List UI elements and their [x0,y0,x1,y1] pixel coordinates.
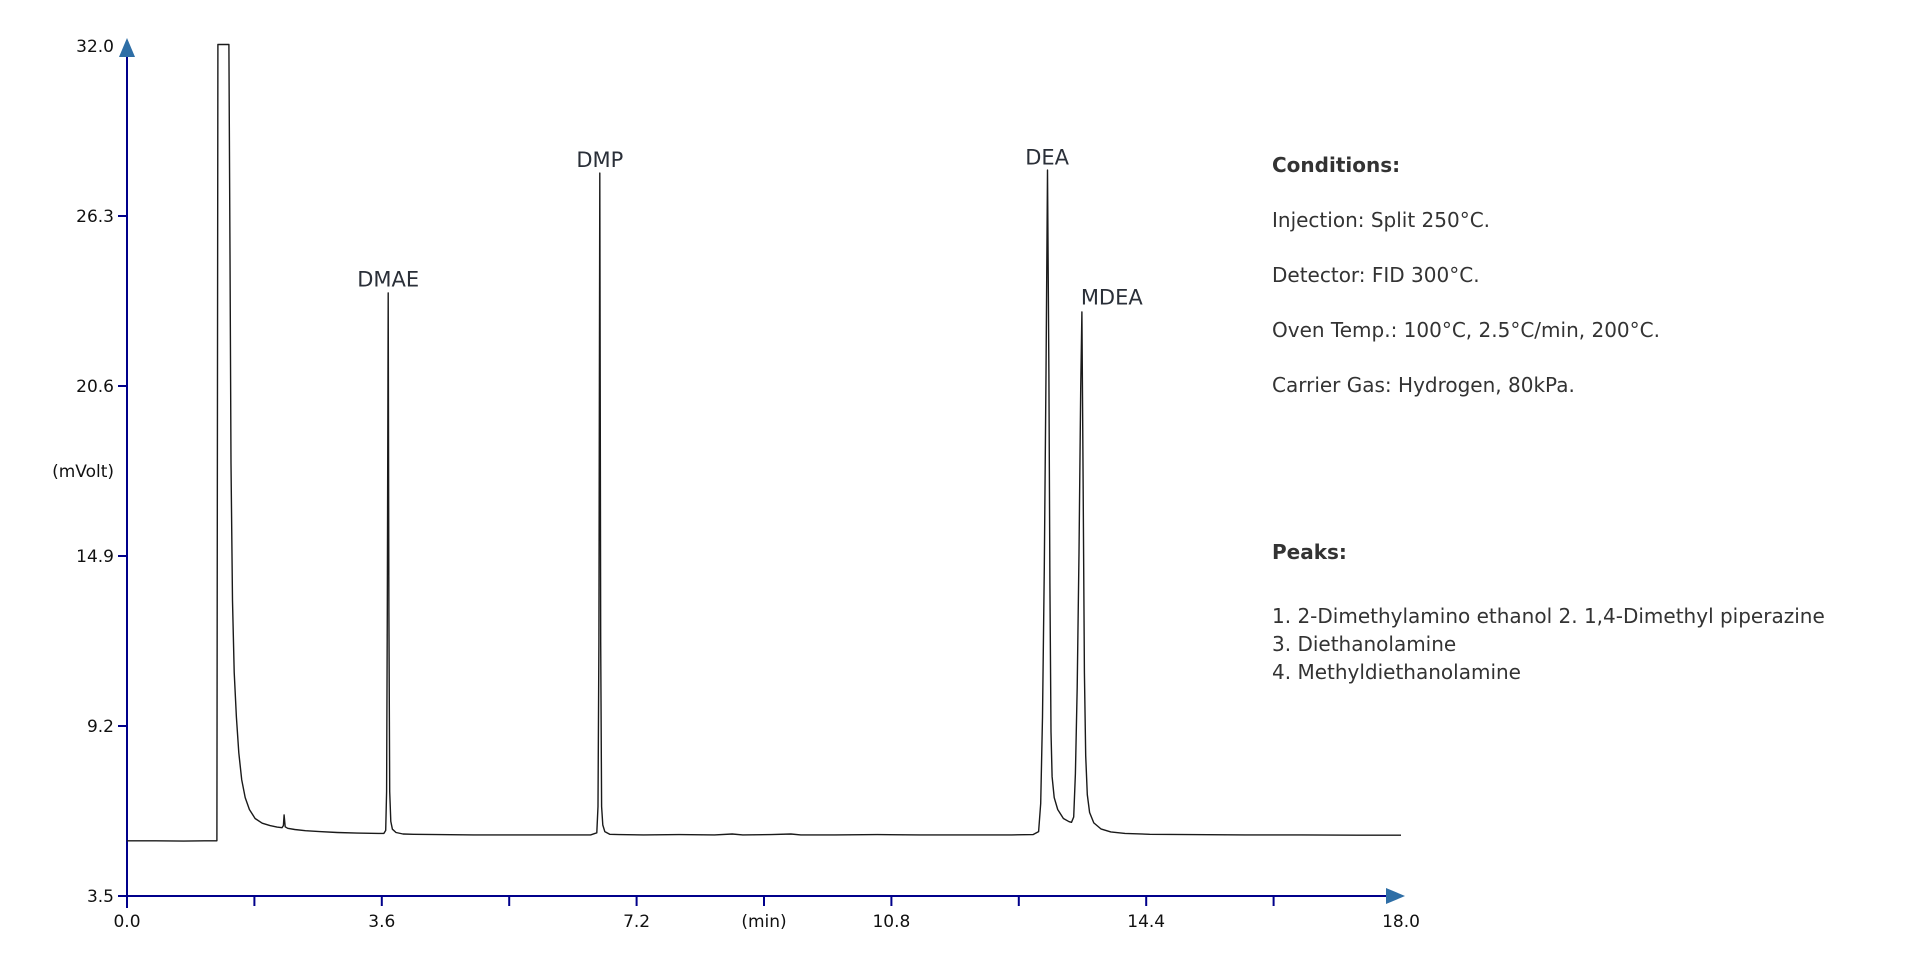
conditions-title: Conditions: [1272,153,1401,177]
x-tick-label: 3.6 [368,912,395,932]
x-axis-arrowhead-icon [1386,888,1405,904]
y-tick-label: 14.9 [76,547,114,567]
condition-carrier-gas: Carrier Gas: Hydrogen, 80kPa. [1272,373,1575,397]
peaks-block: Peaks: 1. 2-Dimethylamino ethanol 2. 1,4… [1272,538,1912,686]
condition-oven-temp: Oven Temp.: 100°C, 2.5°C/min, 200°C. [1272,318,1660,342]
y-tick-label: 3.5 [87,887,114,907]
x-tick-label: 18.0 [1382,912,1420,932]
y-tick-label: 9.2 [87,717,114,737]
x-tick-label: 10.8 [872,912,910,932]
y-tick-label: 20.6 [76,377,114,397]
peak-label-dea: DEA [1025,145,1069,169]
peak-line-4: 4. Methyldiethanolamine [1272,660,1521,684]
condition-injection: Injection: Split 250°C. [1272,208,1491,232]
chromatogram-trace [127,43,1401,842]
peak-label-dmae: DMAE [357,268,419,292]
peak-line-3: 3. Diethanolamine [1272,632,1457,656]
peak-line-1-2: 1. 2-Dimethylamino ethanol 2. 1,4-Dimeth… [1272,604,1825,628]
peak-label-dmp: DMP [576,148,623,172]
x-axis-title: (min) [741,912,786,932]
y-tick-label: 26.3 [76,207,114,227]
y-axis-arrowhead-icon [119,38,135,57]
peaks-title: Peaks: [1272,540,1347,564]
x-tick-label: 7.2 [623,912,650,932]
x-tick-label: 0.0 [113,912,140,932]
conditions-block: Conditions: Injection: Split 250°C. Dete… [1272,150,1832,425]
y-tick-label: 32.0 [76,37,114,57]
x-tick-label: 14.4 [1127,912,1165,932]
y-axis-title: (mVolt) [52,462,114,482]
condition-detector: Detector: FID 300°C. [1272,263,1480,287]
peak-label-mdea: MDEA [1081,285,1144,309]
